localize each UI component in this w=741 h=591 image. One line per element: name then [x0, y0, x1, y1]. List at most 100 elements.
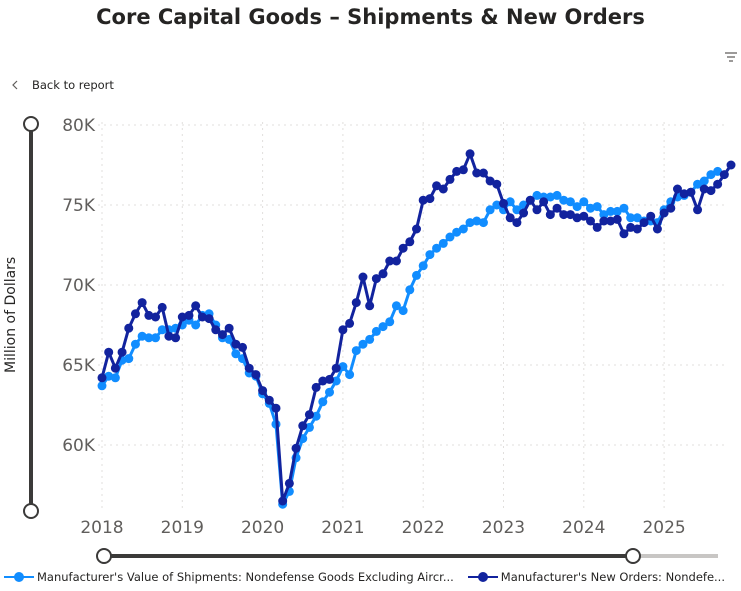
shipments-point[interactable]	[130, 339, 140, 349]
orders-point[interactable]	[345, 318, 355, 328]
shipments-point[interactable]	[191, 320, 201, 330]
orders-point[interactable]	[325, 374, 335, 384]
shipments-point[interactable]	[512, 205, 522, 215]
orders-point[interactable]	[378, 269, 388, 279]
orders-point[interactable]	[693, 205, 703, 215]
orders-point[interactable]	[171, 333, 181, 343]
orders-point[interactable]	[365, 301, 375, 311]
orders-point[interactable]	[458, 165, 468, 175]
orders-point[interactable]	[231, 339, 241, 349]
orders-point[interactable]	[258, 386, 268, 396]
legend-item-orders[interactable]: Manufacturer's New Orders: Nondefe...	[467, 570, 725, 584]
orders-point[interactable]	[104, 347, 114, 357]
shipments-point[interactable]	[231, 349, 241, 359]
shipments-point[interactable]	[391, 301, 401, 311]
shipments-point[interactable]	[325, 387, 335, 397]
orders-point[interactable]	[646, 211, 656, 221]
shipments-point[interactable]	[124, 354, 134, 364]
orders-point[interactable]	[264, 395, 274, 405]
shipments-point[interactable]	[412, 270, 422, 280]
shipments-point[interactable]	[358, 339, 368, 349]
orders-point[interactable]	[398, 243, 408, 253]
shipments-point[interactable]	[345, 370, 355, 380]
shipments-point[interactable]	[606, 206, 616, 216]
filter-icon[interactable]	[724, 51, 738, 63]
orders-point[interactable]	[217, 330, 227, 340]
shipments-point[interactable]	[151, 333, 161, 343]
orders-point[interactable]	[304, 410, 314, 420]
orders-point[interactable]	[559, 210, 569, 220]
shipments-point[interactable]	[425, 250, 435, 260]
orders-point[interactable]	[331, 363, 341, 373]
shipments-point[interactable]	[378, 322, 388, 332]
shipments-point[interactable]	[97, 381, 107, 391]
orders-point[interactable]	[445, 174, 455, 184]
shipments-point[interactable]	[713, 166, 723, 176]
shipments-point[interactable]	[565, 197, 575, 207]
orders-point[interactable]	[552, 203, 562, 213]
orders-point[interactable]	[425, 194, 435, 204]
x-range-slider[interactable]	[96, 548, 718, 564]
orders-point[interactable]	[291, 443, 301, 453]
shipments-point[interactable]	[398, 306, 408, 316]
shipments-point[interactable]	[144, 333, 154, 343]
orders-point[interactable]	[659, 208, 669, 218]
orders-point[interactable]	[271, 403, 281, 413]
shipments-point[interactable]	[706, 170, 716, 180]
shipments-point[interactable]	[693, 179, 703, 189]
orders-point[interactable]	[686, 187, 696, 197]
y-slider-bottom-handle[interactable]	[23, 503, 39, 519]
shipments-point[interactable]	[432, 243, 442, 253]
orders-point[interactable]	[485, 176, 495, 186]
orders-point[interactable]	[184, 310, 194, 320]
orders-point[interactable]	[251, 370, 261, 380]
shipments-point[interactable]	[458, 224, 468, 234]
shipments-point[interactable]	[445, 232, 455, 242]
shipments-point[interactable]	[599, 210, 609, 220]
orders-point[interactable]	[505, 213, 515, 223]
orders-point[interactable]	[110, 363, 120, 373]
orders-point[interactable]	[585, 216, 595, 226]
orders-point[interactable]	[412, 224, 422, 234]
orders-point[interactable]	[124, 323, 134, 333]
orders-point[interactable]	[211, 325, 221, 335]
orders-point[interactable]	[284, 478, 294, 488]
shipments-point[interactable]	[318, 397, 328, 407]
shipments-point[interactable]	[552, 190, 562, 200]
orders-point[interactable]	[224, 323, 234, 333]
orders-point[interactable]	[619, 229, 629, 239]
orders-point[interactable]	[599, 216, 609, 226]
orders-point[interactable]	[298, 421, 308, 431]
shipments-point[interactable]	[572, 202, 582, 212]
orders-point[interactable]	[632, 224, 642, 234]
shipments-point[interactable]	[592, 202, 602, 212]
orders-point[interactable]	[438, 184, 448, 194]
orders-point[interactable]	[472, 168, 482, 178]
orders-point[interactable]	[465, 149, 475, 159]
orders-point[interactable]	[532, 205, 542, 215]
orders-point[interactable]	[719, 170, 729, 180]
orders-point[interactable]	[311, 382, 321, 392]
orders-point[interactable]	[612, 214, 622, 224]
orders-point[interactable]	[432, 181, 442, 191]
orders-point[interactable]	[499, 198, 508, 208]
shipments-point[interactable]	[371, 326, 381, 336]
shipments-point[interactable]	[157, 325, 167, 335]
shipments-point[interactable]	[418, 261, 428, 271]
orders-point[interactable]	[545, 210, 555, 220]
shipments-point[interactable]	[438, 238, 448, 248]
shipments-point[interactable]	[626, 213, 636, 223]
orders-point[interactable]	[706, 186, 716, 196]
legend-item-shipments[interactable]: Manufacturer's Value of Shipments: Nonde…	[4, 570, 454, 584]
orders-point[interactable]	[639, 218, 649, 228]
orders-point[interactable]	[579, 211, 589, 221]
orders-point[interactable]	[117, 347, 127, 357]
x-slider-right-handle[interactable]	[625, 548, 641, 564]
orders-point[interactable]	[492, 179, 502, 189]
back-to-report-button[interactable]: Back to report	[12, 78, 114, 92]
orders-point[interactable]	[191, 301, 201, 311]
orders-point[interactable]	[726, 160, 736, 170]
orders-point[interactable]	[512, 218, 522, 228]
orders-point[interactable]	[519, 208, 529, 218]
orders-point[interactable]	[97, 373, 107, 383]
